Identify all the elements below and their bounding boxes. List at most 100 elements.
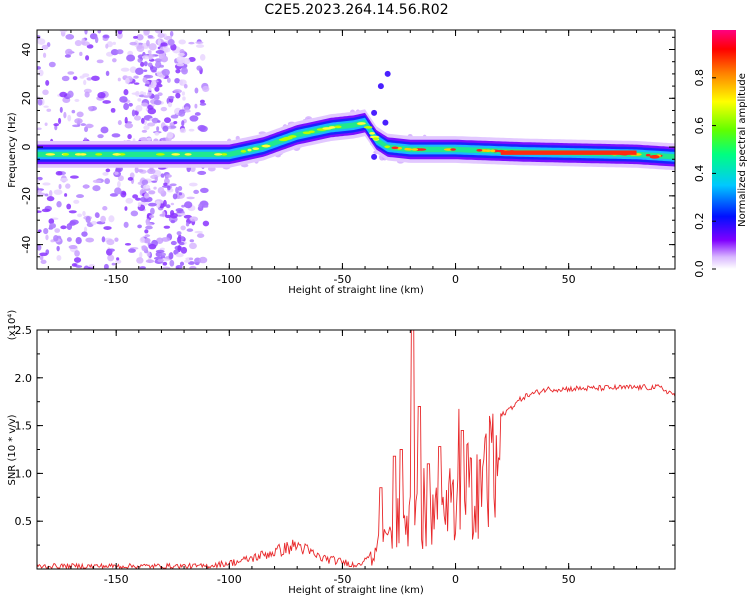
ridge-peak	[369, 131, 375, 135]
noise-speckle	[128, 102, 133, 107]
ridge-peak	[649, 155, 660, 159]
noise-speckle	[175, 208, 184, 213]
noise-speckle	[120, 67, 130, 72]
noise-speckle	[82, 211, 86, 217]
noise-speckle	[144, 234, 151, 238]
noise-speckle	[116, 257, 120, 261]
ridge-peak	[450, 148, 456, 151]
noise-speckle	[135, 105, 143, 112]
noise-speckle	[147, 122, 156, 127]
noise-speckle	[148, 190, 156, 195]
y-tick-label: 0	[20, 144, 33, 151]
noise-speckle	[84, 91, 90, 98]
noise-speckle	[163, 117, 172, 124]
noise-speckle	[126, 54, 136, 62]
noise-speckle	[145, 80, 150, 85]
noise-speckle	[147, 202, 157, 207]
noise-speckle	[153, 94, 160, 101]
noise-speckle	[137, 57, 143, 63]
noise-speckle	[74, 39, 82, 47]
noise-speckle	[144, 237, 151, 244]
noise-speckle	[155, 83, 163, 88]
spectrogram-y-label: Frequency (Hz)	[7, 112, 18, 188]
ridge-peak	[289, 135, 297, 138]
noise-speckle	[144, 229, 149, 234]
noise-speckle	[72, 76, 78, 81]
noise-speckle	[147, 50, 152, 54]
colorbar: 0.0 0.2 0.4 0.6 0.8 Normalized spectral ampl…	[693, 30, 748, 278]
snr-x-label: Height of straight line (km)	[288, 585, 424, 596]
noise-speckle	[137, 98, 142, 102]
noise-speckle	[67, 71, 75, 75]
noise-speckle	[155, 50, 165, 54]
noise-speckle	[167, 185, 171, 191]
noise-speckle	[189, 216, 199, 222]
ridge-peak	[221, 153, 228, 156]
noise-speckle	[194, 87, 199, 94]
x-tick-label: 0	[452, 273, 459, 286]
noise-speckle	[68, 210, 77, 214]
noise-speckle	[162, 46, 171, 53]
noise-speckle	[184, 259, 191, 263]
ridge-peak	[262, 144, 270, 148]
noise-speckle	[55, 170, 63, 176]
noise-speckle	[166, 77, 171, 83]
noise-speckle	[56, 255, 62, 261]
noise-speckle	[79, 51, 83, 57]
noise-speckle	[41, 44, 49, 50]
noise-speckle	[141, 102, 149, 107]
noise-speckle	[119, 96, 128, 103]
noise-speckle	[124, 243, 132, 246]
noise-speckle	[131, 92, 140, 95]
noise-speckle	[194, 112, 201, 116]
noise-speckle	[141, 129, 148, 133]
noise-speckle	[66, 237, 72, 242]
noise-speckle	[155, 249, 165, 253]
ridge-peak	[247, 148, 252, 152]
noise-speckle	[143, 95, 151, 98]
noise-speckle	[182, 96, 186, 101]
noise-speckle	[177, 236, 182, 244]
noise-speckle	[100, 215, 106, 223]
noise-speckle	[135, 197, 141, 201]
noise-speckle	[91, 75, 100, 81]
noise-speckle	[173, 120, 178, 125]
colorbar-tick-label: 0.2	[693, 212, 706, 230]
noise-speckle	[163, 182, 168, 186]
y-tick-label: 0.5	[15, 515, 33, 528]
noise-speckle	[137, 224, 142, 229]
noise-speckle	[154, 131, 160, 136]
noise-speckle	[84, 126, 89, 133]
snr-x-axis: -150 -100 -50 0 50	[47, 330, 660, 586]
noise-speckle	[64, 54, 71, 58]
noise-speckle	[151, 70, 157, 73]
noise-speckle	[76, 111, 84, 118]
x-tick-label: 0	[452, 573, 459, 586]
x-tick-label: -150	[104, 573, 129, 586]
noise-speckle	[39, 255, 44, 261]
ridge-peak	[391, 146, 399, 150]
noise-speckle	[133, 82, 140, 85]
noise-speckle	[77, 213, 83, 218]
noise-speckle	[157, 187, 165, 194]
noise-speckle	[74, 98, 80, 102]
noise-speckle	[105, 70, 110, 76]
x-tick-label: -50	[333, 273, 351, 286]
noise-speckle	[185, 222, 190, 227]
noise-speckle	[146, 251, 151, 257]
noise-speckle	[180, 225, 186, 231]
spectrogram-panel: -150 -100 -50 0 50 -40 -20 0 20 40 Height of str…	[7, 29, 676, 296]
noise-speckle	[140, 61, 145, 67]
noise-speckle	[44, 122, 48, 126]
noise-speckle	[128, 248, 136, 253]
noise-speckle	[148, 43, 157, 51]
noise-speckle	[165, 204, 171, 209]
noise-speckle	[136, 34, 144, 41]
ridge-peak	[112, 153, 121, 156]
noise-speckle	[147, 62, 153, 68]
noise-speckle	[189, 239, 195, 243]
noise-speckle	[160, 106, 168, 112]
noise-speckle	[175, 92, 181, 99]
noise-speckle	[43, 105, 49, 108]
noise-speckle	[163, 178, 170, 184]
